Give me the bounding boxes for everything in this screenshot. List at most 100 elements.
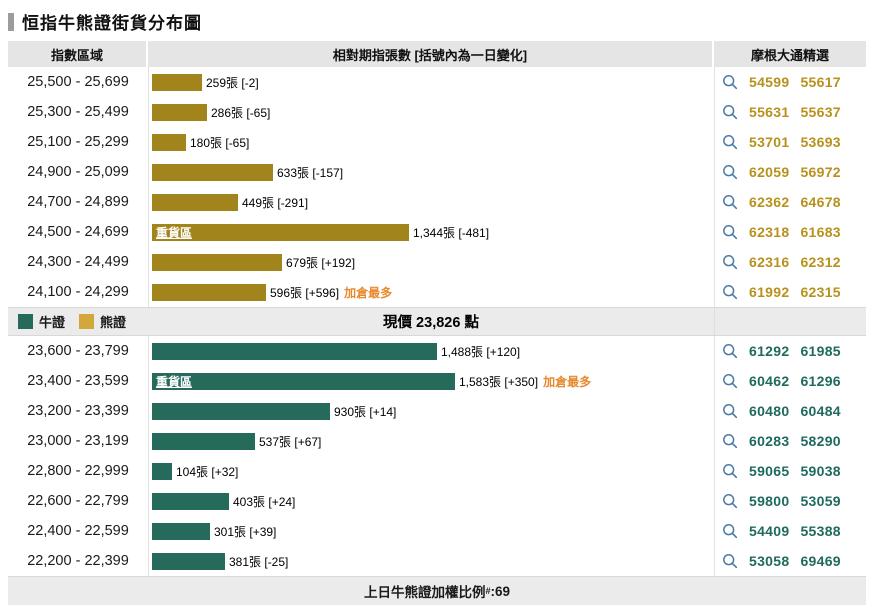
picks-cell: 59800 53059 <box>714 486 866 516</box>
contracts-label: 1,583張 [+350] <box>459 374 539 389</box>
search-icon[interactable] <box>722 403 738 419</box>
bar-cell: 重貨區 1,344張 [-481] <box>148 217 714 247</box>
table-row-bear: 24,100 - 24,299 596張 [+596] 加倉最多 61992 62315 <box>8 277 866 307</box>
most-added-label: 加倉最多 <box>344 285 393 300</box>
footer-separator: : <box>490 583 495 599</box>
index-range-label: 25,100 - 25,299 <box>27 134 129 150</box>
search-icon[interactable] <box>722 493 738 509</box>
table-row-bear: 25,500 - 25,699 259張 [-2] 54599 55617 <box>8 67 866 97</box>
warrant-code-link[interactable]: 55617 <box>800 74 841 90</box>
bear-section: 25,500 - 25,699 259張 [-2] 54599 55617 25,300… <box>8 67 866 307</box>
picks-cell: 54599 55617 <box>714 67 866 97</box>
warrant-code-link[interactable]: 61292 <box>749 343 790 359</box>
search-icon[interactable] <box>722 254 738 270</box>
warrant-code-link[interactable]: 53701 <box>749 134 790 150</box>
search-icon[interactable] <box>722 373 738 389</box>
warrant-code-link[interactable]: 62316 <box>749 254 790 270</box>
warrant-code-link[interactable]: 64678 <box>800 194 841 210</box>
footer-label: 上日牛熊證加權比例 <box>363 585 486 600</box>
bar-cell: 633張 [-157] <box>148 157 714 187</box>
warrant-code-link[interactable]: 59800 <box>749 493 790 509</box>
warrant-code-link[interactable]: 69469 <box>800 553 841 569</box>
warrant-code-link[interactable]: 61992 <box>749 284 790 300</box>
warrant-code-link[interactable]: 60480 <box>749 403 790 419</box>
picks-cell: 62316 62312 <box>714 247 866 277</box>
picks-cell: 62059 56972 <box>714 157 866 187</box>
bear-bar <box>152 253 282 271</box>
warrant-code-link[interactable]: 56972 <box>800 164 841 180</box>
warrant-code-link[interactable]: 58290 <box>800 433 841 449</box>
warrant-code-link[interactable]: 61296 <box>800 373 841 389</box>
warrant-code-link[interactable]: 53693 <box>800 134 841 150</box>
search-icon[interactable] <box>722 104 738 120</box>
warrant-code-link[interactable]: 55388 <box>800 523 841 539</box>
bull-bar <box>152 492 229 510</box>
contracts-label: 679張 [+192] <box>286 255 356 270</box>
warrant-code-link[interactable]: 62362 <box>749 194 790 210</box>
warrant-code-link[interactable]: 54599 <box>749 74 790 90</box>
bar-cell: 286張 [-65] <box>148 97 714 127</box>
index-range-label: 22,600 - 22,799 <box>27 493 129 509</box>
contracts-label: 596張 [+596] <box>270 285 340 300</box>
warrant-code-link[interactable]: 59038 <box>800 463 841 479</box>
warrant-code-link[interactable]: 55631 <box>749 104 790 120</box>
bar-cell: 301張 [+39] <box>148 516 714 546</box>
table-row-bull: 23,400 - 23,599 重貨區 1,583張 [+350] 加倉最多 60462… <box>8 366 866 396</box>
warrant-code-link[interactable]: 61985 <box>800 343 841 359</box>
search-icon[interactable] <box>722 164 738 180</box>
warrant-code-link[interactable]: 60484 <box>800 403 841 419</box>
index-range-label: 22,400 - 22,599 <box>27 523 129 539</box>
picks-cell: 61292 61985 <box>714 336 866 366</box>
search-icon[interactable] <box>722 523 738 539</box>
bar-cell: 重貨區 1,583張 [+350] 加倉最多 <box>148 366 714 396</box>
warrant-code-link[interactable]: 60283 <box>749 433 790 449</box>
column-header-contracts: 相對期指張數 [括號內為一日變化] <box>148 41 714 67</box>
warrant-code-link[interactable]: 61683 <box>800 224 841 240</box>
warrant-code-link[interactable]: 62312 <box>800 254 841 270</box>
picks-cell: 61992 62315 <box>714 277 866 307</box>
warrant-code-link[interactable]: 59065 <box>749 463 790 479</box>
bull-bar: 重貨區 <box>152 372 455 390</box>
warrant-code-link[interactable]: 53058 <box>749 553 790 569</box>
bar-cell: 381張 [-25] <box>148 546 714 576</box>
picks-cell: 60283 58290 <box>714 426 866 456</box>
search-icon[interactable] <box>722 134 738 150</box>
bear-legend-swatch <box>79 314 95 329</box>
index-range-label: 25,300 - 25,499 <box>27 104 129 120</box>
search-icon[interactable] <box>722 74 738 90</box>
warrant-code-link[interactable]: 62059 <box>749 164 790 180</box>
search-icon[interactable] <box>722 343 738 359</box>
index-range-label: 23,000 - 23,199 <box>27 433 129 449</box>
contracts-label: 930張 [+14] <box>334 404 397 419</box>
picks-cell: 60480 60484 <box>714 396 866 426</box>
current-price: 現價 23,826 點 <box>383 315 479 331</box>
warrant-code-link[interactable]: 54409 <box>749 523 790 539</box>
index-range-label: 23,400 - 23,599 <box>27 373 129 389</box>
table-row-bull: 23,200 - 23,399 930張 [+14] 60480 60484 <box>8 396 866 426</box>
picks-cell: 59065 59038 <box>714 456 866 486</box>
picks-cell: 55631 55637 <box>714 97 866 127</box>
table-row-bull: 22,200 - 22,399 381張 [-25] 53058 69469 <box>8 546 866 576</box>
search-icon[interactable] <box>722 194 738 210</box>
warrant-code-link[interactable]: 53059 <box>800 493 841 509</box>
search-icon[interactable] <box>722 433 738 449</box>
contracts-label: 259張 [-2] <box>206 75 259 90</box>
search-icon[interactable] <box>722 284 738 300</box>
warrant-code-link[interactable]: 62315 <box>800 284 841 300</box>
warrant-code-link[interactable]: 55637 <box>800 104 841 120</box>
warrant-code-link[interactable]: 62318 <box>749 224 790 240</box>
bar-cell: 930張 [+14] <box>148 396 714 426</box>
picks-cell: 62362 64678 <box>714 187 866 217</box>
contracts-label: 381張 [-25] <box>229 554 289 569</box>
table-row-bear: 24,500 - 24,699 重貨區 1,344張 [-481] 62318 6168… <box>8 217 866 247</box>
contracts-label: 449張 [-291] <box>242 195 309 210</box>
index-range-label: 22,200 - 22,399 <box>27 553 129 569</box>
warrant-code-link[interactable]: 60462 <box>749 373 790 389</box>
table-row-bear: 25,100 - 25,299 180張 [-65] 53701 53693 <box>8 127 866 157</box>
search-icon[interactable] <box>722 224 738 240</box>
legend: 牛證 熊證 <box>8 308 148 335</box>
index-range-label: 24,900 - 25,099 <box>27 164 129 180</box>
search-icon[interactable] <box>722 463 738 479</box>
bull-legend-label: 牛證 <box>39 315 66 330</box>
search-icon[interactable] <box>722 553 738 569</box>
